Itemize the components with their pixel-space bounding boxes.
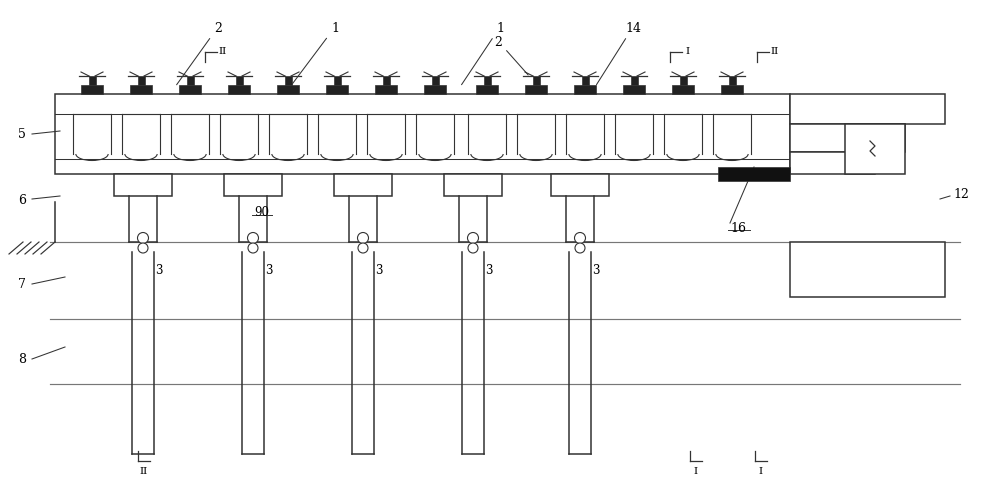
Text: 14: 14 bbox=[596, 21, 641, 86]
Text: 16: 16 bbox=[730, 221, 746, 234]
Text: 12: 12 bbox=[953, 188, 969, 201]
Bar bbox=[845, 125, 905, 175]
Text: 90: 90 bbox=[255, 206, 270, 219]
Bar bbox=[790, 95, 945, 125]
Text: 2: 2 bbox=[177, 21, 222, 86]
Text: I: I bbox=[759, 467, 763, 475]
Bar bbox=[574, 86, 596, 95]
Bar bbox=[285, 77, 292, 86]
Bar bbox=[383, 77, 390, 86]
Text: 3: 3 bbox=[592, 263, 600, 276]
Text: I: I bbox=[686, 46, 690, 55]
Bar bbox=[444, 175, 502, 197]
Circle shape bbox=[575, 243, 585, 254]
Bar bbox=[729, 77, 736, 86]
Bar bbox=[277, 86, 299, 95]
Text: 3: 3 bbox=[375, 263, 383, 276]
Bar bbox=[484, 77, 491, 86]
Text: 2: 2 bbox=[494, 35, 528, 76]
Bar bbox=[114, 175, 172, 197]
Bar bbox=[631, 77, 638, 86]
Bar bbox=[334, 175, 392, 197]
Bar bbox=[130, 86, 152, 95]
Text: 3: 3 bbox=[485, 263, 493, 276]
Text: II: II bbox=[140, 467, 148, 475]
Text: II: II bbox=[771, 46, 779, 55]
Circle shape bbox=[138, 233, 149, 244]
Text: I: I bbox=[694, 467, 698, 475]
Bar bbox=[623, 86, 645, 95]
Circle shape bbox=[138, 243, 148, 254]
Bar bbox=[582, 77, 589, 86]
Bar bbox=[680, 77, 687, 86]
Bar bbox=[236, 77, 243, 86]
Bar bbox=[721, 86, 743, 95]
Bar bbox=[179, 86, 201, 95]
Circle shape bbox=[358, 233, 369, 244]
Text: 1: 1 bbox=[292, 21, 339, 86]
Bar bbox=[551, 175, 609, 197]
Circle shape bbox=[468, 243, 478, 254]
Text: 5: 5 bbox=[18, 128, 26, 141]
Bar bbox=[326, 86, 348, 95]
Circle shape bbox=[574, 233, 586, 244]
Bar bbox=[790, 125, 905, 152]
Bar bbox=[533, 77, 540, 86]
Bar bbox=[81, 86, 103, 95]
Text: 7: 7 bbox=[18, 278, 26, 291]
Bar bbox=[228, 86, 250, 95]
Text: 8: 8 bbox=[18, 353, 26, 366]
Text: 3: 3 bbox=[265, 263, 273, 276]
Bar bbox=[224, 175, 282, 197]
Bar bbox=[89, 77, 96, 86]
Text: 3: 3 bbox=[155, 263, 163, 276]
Bar bbox=[432, 77, 439, 86]
Bar bbox=[375, 86, 397, 95]
Text: 1: 1 bbox=[462, 21, 504, 86]
Circle shape bbox=[358, 243, 368, 254]
Bar bbox=[790, 152, 875, 175]
Bar bbox=[718, 167, 790, 182]
Text: II: II bbox=[219, 46, 227, 55]
Bar bbox=[55, 95, 790, 175]
Circle shape bbox=[248, 243, 258, 254]
Circle shape bbox=[468, 233, 479, 244]
Bar bbox=[672, 86, 694, 95]
Bar bbox=[525, 86, 547, 95]
Bar bbox=[138, 77, 145, 86]
Bar bbox=[187, 77, 194, 86]
Bar bbox=[424, 86, 446, 95]
Bar bbox=[334, 77, 341, 86]
Text: 6: 6 bbox=[18, 193, 26, 206]
Bar bbox=[790, 242, 945, 297]
Circle shape bbox=[248, 233, 259, 244]
Bar bbox=[476, 86, 498, 95]
